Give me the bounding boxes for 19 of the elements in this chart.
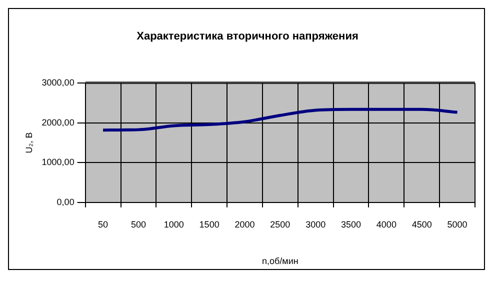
x-tick-label: 1500: [199, 219, 220, 230]
x-tick-label: 1000: [164, 219, 184, 230]
y-tick-label: 1000,00: [42, 157, 74, 168]
x-tick-label: 2500: [270, 219, 290, 230]
y-tick-label: 2000,00: [42, 117, 74, 128]
x-tick-label: 500: [130, 219, 146, 230]
x-tick-label: 3000: [306, 219, 326, 230]
y-tick-label: 0,00: [56, 196, 74, 207]
y-tick-label: 3000,00: [42, 78, 74, 88]
chart-title: Характеристика вторичного напряжения: [136, 30, 358, 43]
x-tick-label: 4500: [412, 219, 432, 230]
x-tick-label: 50: [98, 219, 108, 230]
x-axis-title: n,об/мин: [262, 256, 298, 266]
x-tick-label: 4000: [376, 219, 396, 230]
x-tick-label: 3500: [341, 219, 362, 230]
x-tick-label: 5000: [447, 219, 468, 230]
x-tick-label: 2000: [234, 219, 255, 230]
y-axis-title: U₂, В: [24, 132, 34, 154]
line-series: [102, 108, 459, 132]
